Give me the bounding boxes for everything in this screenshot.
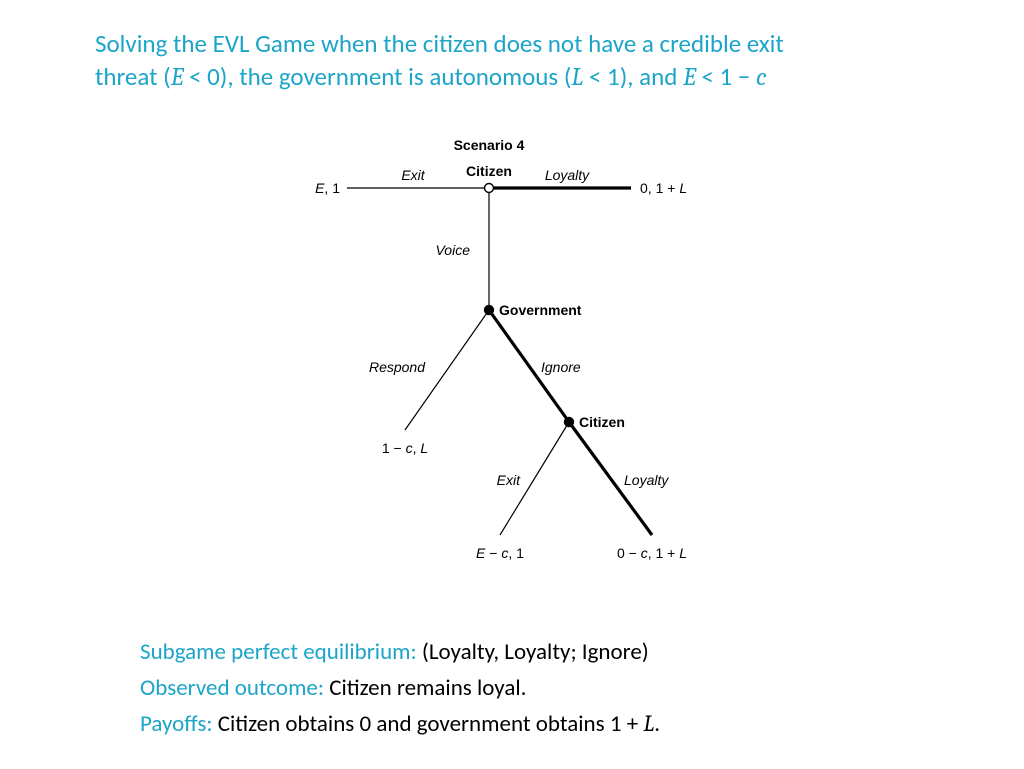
title-var-E1: E bbox=[171, 63, 184, 92]
outcome-lead: Observed outcome: bbox=[140, 674, 329, 702]
payoffs-value-pre: Citizen obtains 0 and government obtains… bbox=[218, 710, 644, 738]
title-cond3-rest: < 1 − bbox=[696, 61, 756, 92]
branch-label: Ignore bbox=[541, 359, 581, 375]
payoff-label: 0, 1 + L bbox=[640, 180, 687, 196]
title-var-L: L bbox=[571, 63, 583, 92]
outcome-line: Observed outcome: Citizen remains loyal. bbox=[140, 671, 900, 707]
tree-node bbox=[485, 184, 494, 193]
payoff-label: E, 1 bbox=[315, 180, 340, 196]
title-var-c: c bbox=[756, 63, 767, 92]
branch-label: Loyalty bbox=[545, 167, 590, 183]
title-line1: Solving the EVL Game when the citizen do… bbox=[95, 28, 784, 59]
tree-node bbox=[485, 306, 494, 315]
spe-line: Subgame perfect equilibrium: (Loyalty, L… bbox=[140, 635, 900, 671]
payoffs-var-L: L bbox=[643, 710, 654, 737]
node-label: Citizen bbox=[579, 414, 625, 430]
payoff-label: E − c, 1 bbox=[476, 545, 524, 561]
payoff-label: 1 − c, L bbox=[382, 440, 428, 456]
results-block: Subgame perfect equilibrium: (Loyalty, L… bbox=[140, 635, 900, 743]
payoff-label: 0 − c, 1 + L bbox=[617, 545, 687, 561]
spe-value: (Loyalty, Loyalty; Ignore) bbox=[422, 638, 649, 666]
branch-label: Loyalty bbox=[624, 472, 669, 488]
payoffs-line: Payoffs: Citizen obtains 0 and governmen… bbox=[140, 706, 900, 743]
tree-node bbox=[565, 418, 574, 427]
title-line2-pre: threat ( bbox=[95, 61, 171, 92]
title-cond1-rest: < 0), the government is autonomous ( bbox=[183, 61, 571, 92]
game-tree: Scenario 4 Exit Loyalty Voice Respond Ignore E… bbox=[0, 120, 1024, 620]
node-label: Government bbox=[499, 302, 582, 318]
node-label: Citizen bbox=[466, 163, 512, 179]
payoffs-lead: Payoffs: bbox=[140, 710, 218, 738]
spe-lead: Subgame perfect equilibrium: bbox=[140, 638, 422, 666]
title-cond2-rest: < 1), and bbox=[583, 61, 683, 92]
branch-label: Exit bbox=[497, 472, 521, 488]
branch-label: Exit bbox=[401, 167, 425, 183]
branch-label: Voice bbox=[435, 242, 470, 258]
scenario-label: Scenario 4 bbox=[454, 137, 525, 153]
payoffs-value-post: . bbox=[654, 710, 660, 738]
title-var-E2: E bbox=[683, 63, 696, 92]
branch-label: Respond bbox=[369, 359, 426, 375]
outcome-value: Citizen remains loyal. bbox=[329, 674, 526, 702]
page-title: Solving the EVL Game when the citizen do… bbox=[95, 28, 925, 94]
